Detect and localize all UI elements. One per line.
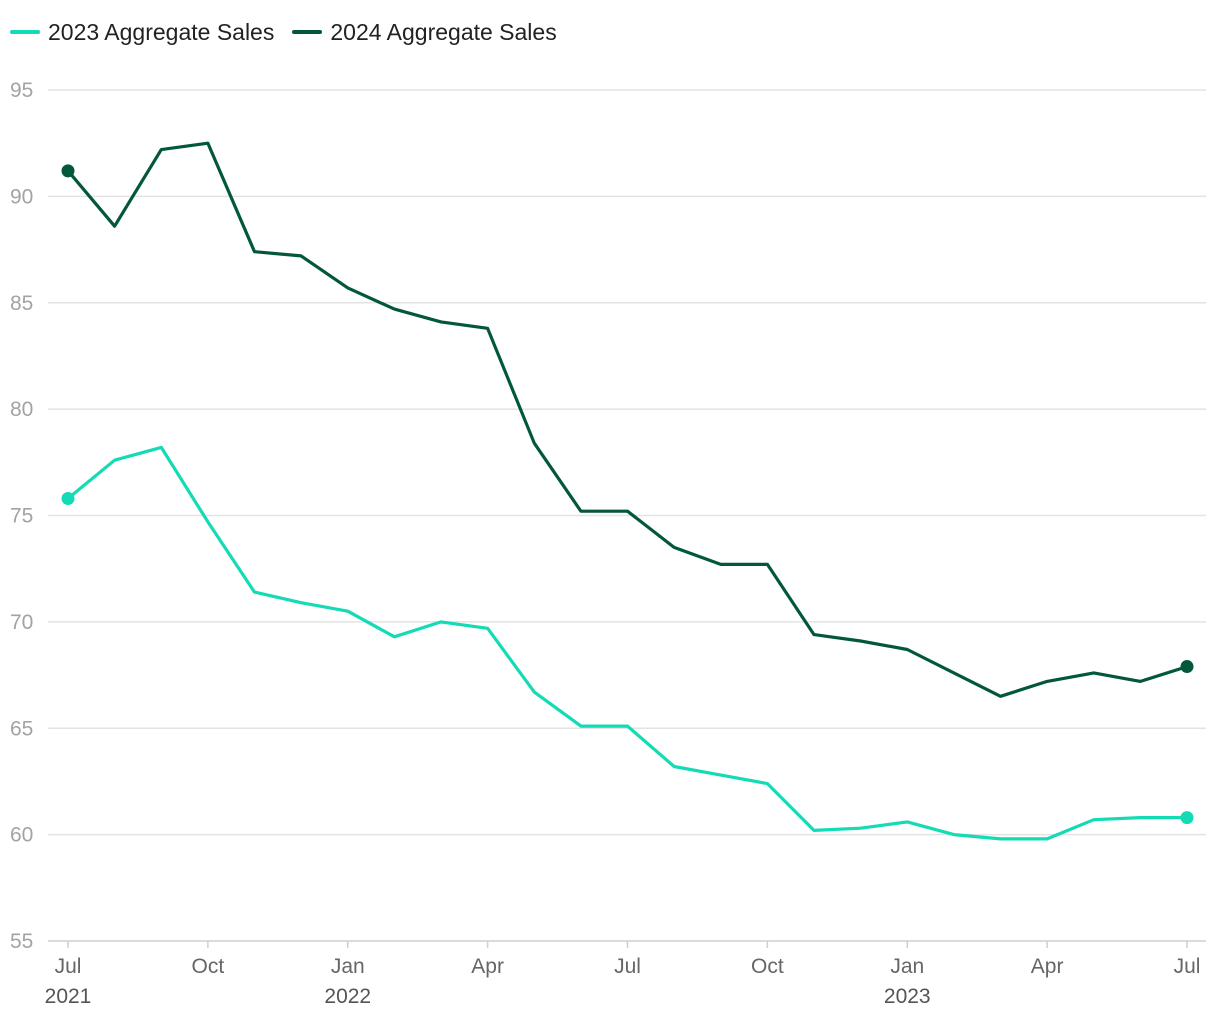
legend-item-2023[interactable]: 2023 Aggregate Sales xyxy=(10,19,274,46)
series-1-point-24[interactable] xyxy=(1180,660,1194,674)
series-group xyxy=(61,141,1194,841)
x-tick-year-2022: 2022 xyxy=(324,985,371,1008)
x-tick-label-15: Oct xyxy=(751,955,784,978)
series-line-0[interactable] xyxy=(66,445,1189,841)
series-line-1[interactable] xyxy=(66,141,1189,698)
x-tick-label-18: Jan xyxy=(890,955,924,978)
x-tick-label-3: Oct xyxy=(192,955,225,978)
y-tick-label-55: 55 xyxy=(10,930,33,953)
series-1-point-0[interactable] xyxy=(61,164,75,178)
x-axis: Jul 2021 Oct Jan 2022 Apr Jul Oct Jan 2023 Apr Jul xyxy=(45,941,1201,1008)
y-tick-label-85: 85 xyxy=(10,292,33,315)
y-tick-label-65: 65 xyxy=(10,717,33,740)
y-tick-label-90: 90 xyxy=(10,185,33,208)
x-tick-label-0: Jul xyxy=(55,955,82,978)
y-tick-label-75: 75 xyxy=(10,505,33,528)
y-tick-label-80: 80 xyxy=(10,398,33,421)
legend-item-2024[interactable]: 2024 Aggregate Sales xyxy=(292,18,557,46)
x-tick-label-21: Apr xyxy=(1031,955,1064,978)
y-tick-label-95: 95 xyxy=(10,79,33,102)
x-tick-label-9: Apr xyxy=(471,955,504,978)
x-tick-year-2023: 2023 xyxy=(884,985,931,1008)
x-tick-label-6: Jan xyxy=(331,955,365,978)
legend-swatch-2024 xyxy=(292,30,323,34)
legend-label-2024: 2024 Aggregate Sales xyxy=(330,18,557,45)
x-tick-label-12: Jul xyxy=(614,955,641,978)
y-tick-label-70: 70 xyxy=(10,611,33,634)
grid xyxy=(48,89,1206,942)
x-tick-label-24: Jul xyxy=(1174,955,1201,978)
legend: 2023 Aggregate Sales 2024 Aggregate Sale… xyxy=(10,16,557,48)
series-0-point-0[interactable] xyxy=(61,491,75,505)
legend-swatch-2023 xyxy=(10,30,40,34)
legend-label-2023: 2023 Aggregate Sales xyxy=(48,18,275,45)
y-tick-label-60: 60 xyxy=(10,824,33,847)
x-tick-year-2021: 2021 xyxy=(45,985,92,1008)
y-axis: 55 60 65 70 75 80 85 90 95 xyxy=(10,79,33,953)
series-0-point-24[interactable] xyxy=(1180,811,1194,825)
